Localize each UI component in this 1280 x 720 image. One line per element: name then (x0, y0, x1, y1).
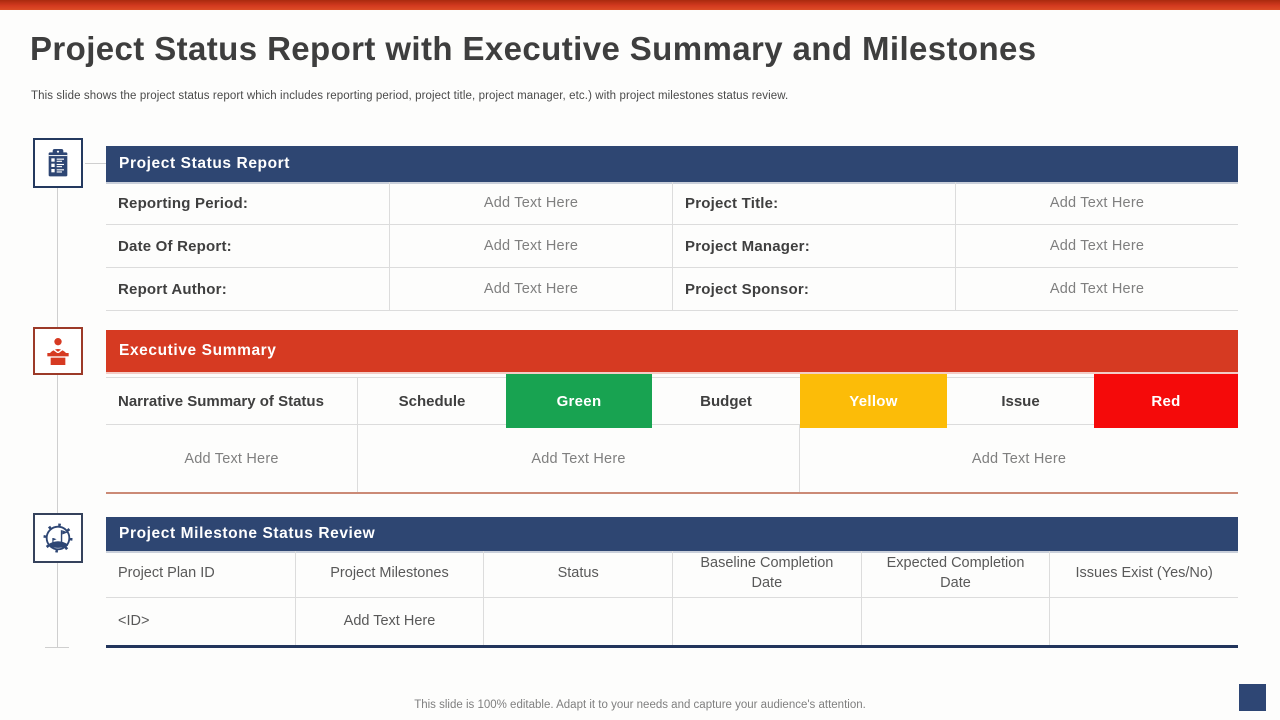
issue-placeholder[interactable]: Add Text Here (971, 450, 1067, 467)
clipboard-checklist-icon (42, 146, 74, 180)
date-of-report-value[interactable]: Add Text Here (389, 225, 672, 267)
rail-connector-line (85, 163, 106, 164)
presenter-podium-icon (42, 335, 74, 367)
rail-vertical-line (57, 188, 58, 648)
milestone-data-row: <ID> Add Text Here (106, 598, 1238, 645)
milestone-flag-gear-icon (41, 521, 75, 555)
milestone-header-row: Project Plan ID Project Milestones Statu… (106, 551, 1238, 598)
milestone-name-cell[interactable]: Add Text Here (294, 598, 484, 645)
narrative-placeholder[interactable]: Add Text Here (106, 425, 358, 492)
milestone-issues-cell[interactable] (1049, 598, 1238, 645)
status-badge-yellow[interactable]: Yellow (800, 374, 947, 428)
status-report-icon-box (33, 138, 83, 188)
col-status: Status (483, 551, 672, 597)
reporting-period-value[interactable]: Add Text Here (389, 182, 672, 224)
date-of-report-label: Date Of Report: (118, 237, 232, 255)
milestone-icon-box (33, 513, 83, 563)
executive-summary-status-row: Narrative Summary of Status Schedule Gre… (106, 374, 1238, 428)
schedule-budget-placeholder[interactable]: Add Text Here (358, 425, 800, 492)
project-title-value[interactable]: Add Text Here (955, 182, 1238, 224)
status-report-table: Reporting Period: Add Text Here Project … (106, 182, 1238, 311)
project-manager-value[interactable]: Add Text Here (955, 225, 1238, 267)
budget-status-cell: Yellow (800, 374, 947, 428)
report-author-value[interactable]: Add Text Here (389, 268, 672, 310)
table-row: Report Author: Add Text Here Project Spo… (106, 268, 1238, 311)
corner-square (1239, 684, 1266, 711)
status-badge-red[interactable]: Red (1094, 374, 1238, 428)
table-row: Reporting Period: Add Text Here Project … (106, 182, 1238, 225)
col-project-plan-id: Project Plan ID (118, 565, 215, 582)
col-expected-completion-date: Expected Completion Date (860, 551, 1050, 597)
page-title: Project Status Report with Executive Sum… (30, 30, 1037, 67)
rail-end-tick (45, 647, 69, 648)
project-title-label: Project Title: (672, 182, 955, 224)
milestone-id-cell[interactable]: <ID> (118, 612, 150, 629)
project-sponsor-label: Project Sponsor: (672, 268, 955, 310)
reporting-period-label: Reporting Period: (118, 194, 249, 212)
footer-note: This slide is 100% editable. Adapt it to… (414, 699, 866, 711)
status-report-header: Project Status Report (106, 146, 1238, 182)
schedule-label: Schedule (398, 392, 466, 410)
milestone-status-cell[interactable] (483, 598, 672, 645)
schedule-status-cell: Green (506, 374, 652, 428)
report-author-label: Report Author: (118, 280, 227, 298)
executive-summary-header: Executive Summary (106, 330, 1238, 372)
project-sponsor-value[interactable]: Add Text Here (955, 268, 1238, 310)
table-row: Date Of Report: Add Text Here Project Ma… (106, 225, 1238, 268)
top-accent-bar (0, 0, 1280, 10)
milestone-review-header: Project Milestone Status Review (106, 517, 1238, 551)
milestone-baseline-cell[interactable] (672, 598, 861, 645)
milestone-expected-cell[interactable] (860, 598, 1050, 645)
project-manager-label: Project Manager: (672, 225, 955, 267)
status-badge-green[interactable]: Green (506, 374, 652, 428)
issue-status-cell: Red (1094, 374, 1238, 428)
executive-summary-icon-box (33, 327, 83, 375)
col-baseline-completion-date: Baseline Completion Date (672, 551, 861, 597)
narrative-summary-label: Narrative Summary of Status (106, 378, 358, 424)
budget-label: Budget (700, 392, 752, 410)
milestone-table: Project Plan ID Project Milestones Statu… (106, 551, 1238, 648)
executive-summary-placeholder-row: Add Text Here Add Text Here Add Text Her… (106, 425, 1238, 494)
col-issues-exist: Issues Exist (Yes/No) (1049, 551, 1238, 597)
issue-label: Issue (1001, 392, 1040, 410)
col-project-milestones: Project Milestones (294, 551, 484, 597)
page-subtitle: This slide shows the project status repo… (31, 90, 789, 102)
